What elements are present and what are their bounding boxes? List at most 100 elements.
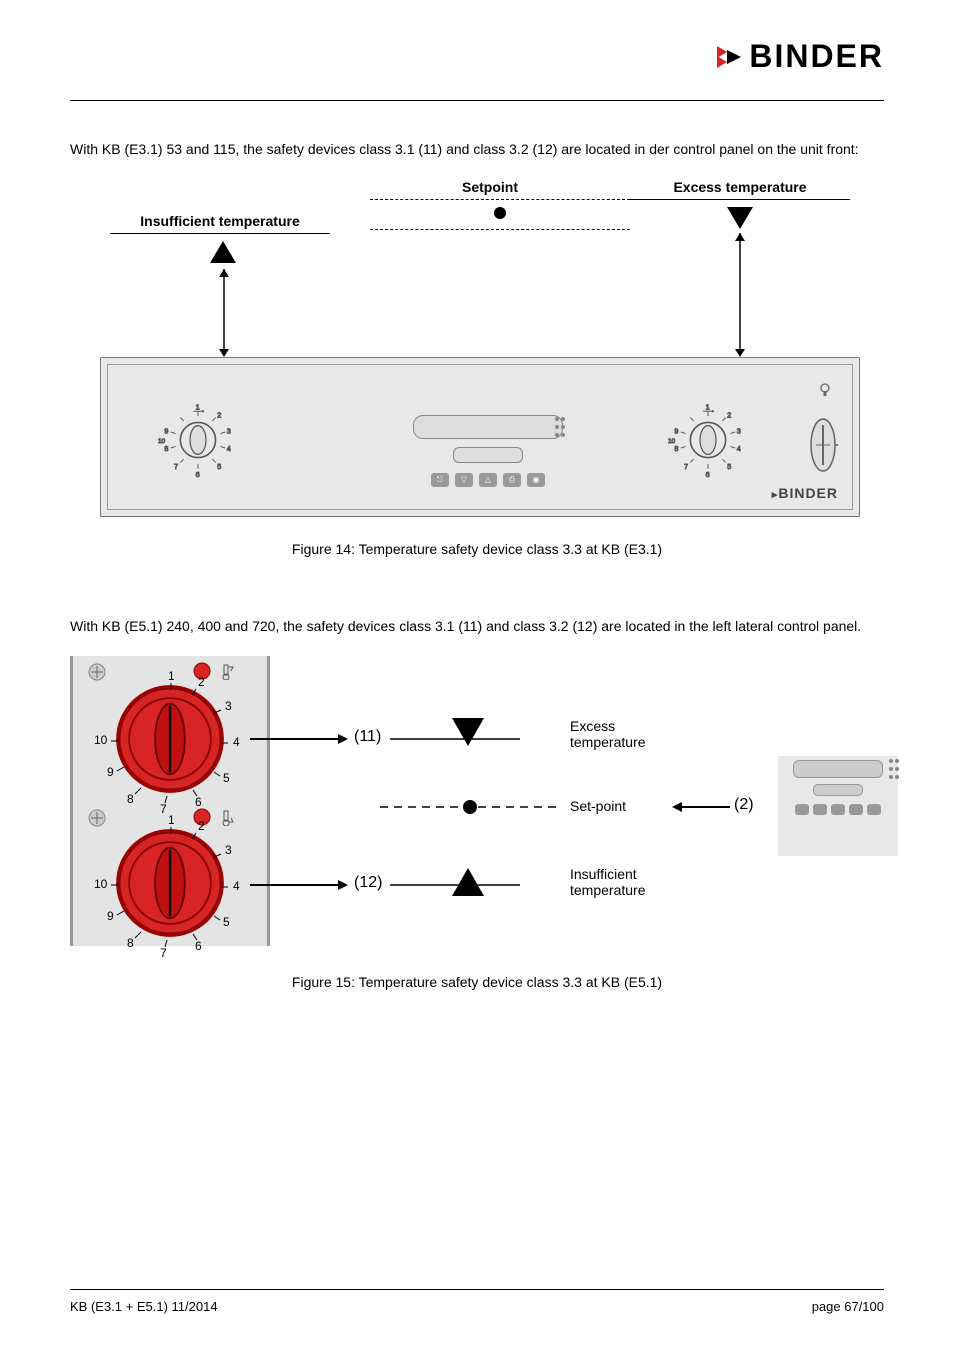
ref-12: (12) [354, 874, 382, 892]
label-insufficient: Insufficient temperature [110, 213, 330, 234]
indicator-dots-icon [553, 415, 569, 441]
svg-text:1: 1 [168, 813, 175, 827]
footer-left: KB (E3.1 + E5.1) 11/2014 [70, 1299, 218, 1314]
svg-text:5: 5 [217, 462, 221, 471]
footer-right: page 67/100 [812, 1299, 884, 1314]
label-setpoint: Setpoint [380, 179, 600, 195]
svg-text:1: 1 [196, 402, 200, 411]
logo-arrow-icon [715, 42, 743, 72]
excess-triangle-down-icon [725, 205, 755, 231]
svg-text:10: 10 [94, 877, 108, 891]
arrow-12 [250, 878, 350, 892]
btn-3: △ [479, 473, 497, 487]
intro-paragraph-2: With KB (E5.1) 240, 400 and 720, the saf… [70, 617, 884, 636]
setpoint-dashed-line [380, 800, 560, 814]
btn-5: ◉ [527, 473, 545, 487]
cbtn-3 [831, 804, 845, 815]
cbtn-4 [849, 804, 863, 815]
header-rule [70, 100, 884, 101]
svg-text:6: 6 [195, 795, 202, 809]
ctrl-display-small [813, 784, 863, 796]
btn-4: ⎙ [503, 473, 521, 487]
svg-text:7: 7 [174, 462, 178, 471]
svg-text:2: 2 [198, 819, 205, 833]
label-excess-15: Excess temperature [570, 718, 690, 750]
button-row: ⎋ ▽ △ ⎙ ◉ [388, 473, 588, 487]
svg-text:9: 9 [164, 426, 168, 435]
cbtn-2 [813, 804, 827, 815]
svg-text:6: 6 [706, 470, 710, 479]
svg-text:8: 8 [164, 444, 168, 453]
power-switch [808, 415, 838, 475]
display-small [453, 447, 523, 463]
intro-paragraph-1: With KB (E3.1) 53 and 115, the safety de… [70, 140, 884, 159]
svg-text:4: 4 [227, 444, 231, 453]
cbtn-5 [867, 804, 881, 815]
svg-text:4: 4 [233, 735, 240, 749]
panel-brand: ▸BINDER [772, 485, 838, 501]
dial-scale-top: 1 2 3 4 5 6 7 8 9 10 [93, 666, 263, 816]
keyhole-icon [818, 383, 832, 397]
setpoint-dot-icon [492, 205, 508, 221]
svg-text:2: 2 [217, 410, 221, 419]
footer-rule [70, 1289, 884, 1290]
insuf-triangle-up-icon [208, 239, 238, 265]
display-main [413, 415, 563, 439]
figure-15: 1 2 3 4 5 6 7 8 9 10 [70, 656, 884, 966]
ctrl-display [793, 760, 883, 778]
panel-inner: 1 2 3 4 5 6 7 8 9 10 [107, 364, 853, 510]
arrow-11 [250, 732, 350, 746]
arrow-to-dial-right [734, 233, 746, 359]
label-setpoint-15: Set-point [570, 798, 626, 814]
cbtn-1 [795, 804, 809, 815]
ref-11: (11) [354, 728, 381, 746]
controller-box [778, 756, 898, 856]
ctrl-buttons [778, 804, 898, 815]
ref-2: (2) [734, 796, 754, 814]
dial-right: 1 2 3 4 5 6 7 8 9 10 [668, 400, 748, 480]
label-excess: Excess temperature [630, 179, 850, 200]
svg-text:7: 7 [684, 462, 688, 471]
svg-text:3: 3 [227, 426, 231, 435]
svg-text:5: 5 [223, 915, 230, 929]
svg-text:6: 6 [195, 939, 202, 953]
svg-text:5: 5 [727, 462, 731, 471]
svg-text:2: 2 [727, 410, 731, 419]
setpoint-dash-bottom [370, 229, 630, 230]
btn-2: ▽ [455, 473, 473, 487]
figure-15-caption: Figure 15: Temperature safety device cla… [70, 974, 884, 990]
ctrl-dots-icon [888, 758, 902, 782]
svg-text:4: 4 [737, 444, 741, 453]
svg-text:3: 3 [225, 843, 232, 857]
svg-text:5: 5 [223, 771, 230, 785]
svg-text:6: 6 [196, 470, 200, 479]
btn-1: ⎋ [431, 473, 449, 487]
figure-14: Setpoint Excess temperature Insufficient… [70, 177, 884, 527]
svg-text:9: 9 [107, 765, 114, 779]
figure-14-caption: Figure 14: Temperature safety device cla… [70, 541, 884, 557]
arrow-2 [670, 800, 730, 814]
svg-text:3: 3 [737, 426, 741, 435]
svg-text:8: 8 [127, 792, 134, 806]
arrow-to-dial-left [218, 269, 230, 359]
label-insuf-15: Insufficient temperature [570, 866, 690, 898]
svg-text:1: 1 [168, 669, 175, 683]
dial-left: 1 2 3 4 5 6 7 8 9 10 [158, 400, 238, 480]
svg-text:9: 9 [107, 909, 114, 923]
svg-text:2: 2 [198, 675, 205, 689]
svg-text:10: 10 [94, 733, 108, 747]
brand-text: BINDER [749, 38, 884, 75]
svg-text:4: 4 [233, 879, 240, 893]
insuf-triangle-up-icon [450, 866, 486, 898]
svg-text:8: 8 [674, 444, 678, 453]
control-panel: 1 2 3 4 5 6 7 8 9 10 [100, 357, 860, 517]
svg-text:7: 7 [160, 946, 167, 960]
brand-logo: BINDER [715, 38, 884, 75]
svg-text:8: 8 [127, 936, 134, 950]
excess-triangle-down-icon [450, 716, 486, 748]
svg-text:10: 10 [158, 438, 166, 445]
setpoint-dash-top [370, 199, 630, 200]
dial-scale-bottom: 1 2 3 4 5 6 7 8 9 10 [93, 810, 263, 960]
lateral-panel: 1 2 3 4 5 6 7 8 9 10 [70, 656, 270, 946]
svg-text:3: 3 [225, 699, 232, 713]
